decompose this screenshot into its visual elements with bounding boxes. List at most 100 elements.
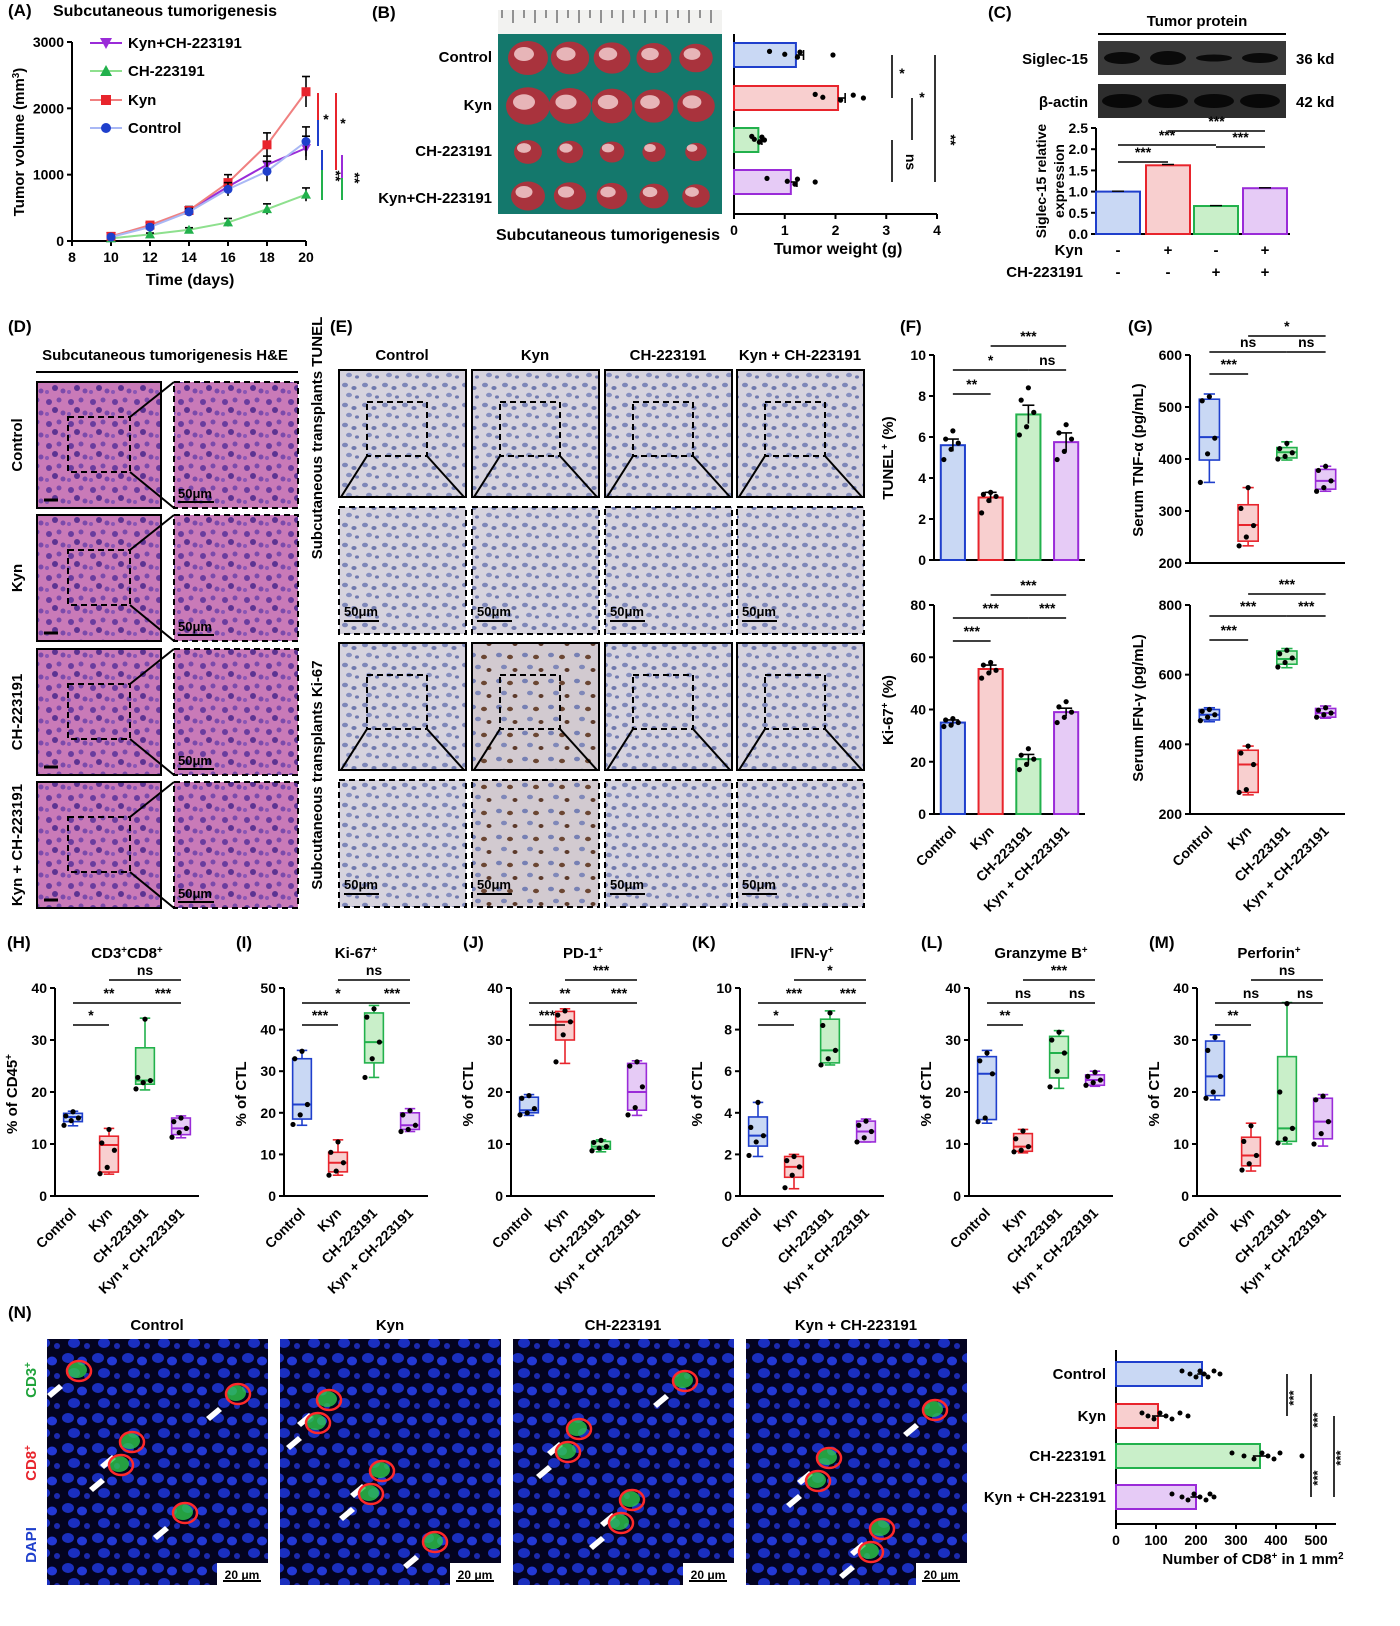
cd8-cell <box>107 1453 135 1477</box>
cd3-cell <box>109 1456 129 1472</box>
zoom-connector <box>606 728 634 771</box>
panelF-top-significance: * <box>988 352 994 368</box>
panelG-bottom-significance: *** <box>1221 622 1238 638</box>
zoom-box <box>632 674 694 730</box>
panelJ-data-point <box>598 1137 604 1143</box>
panelF-top-data-point <box>955 440 961 446</box>
panelH-data-point <box>142 1016 148 1022</box>
zoom-connector <box>692 455 731 498</box>
panelH-data-point <box>68 1118 74 1124</box>
panelA-significance: * <box>340 115 346 131</box>
panel-letter: (N) <box>8 1303 32 1322</box>
cd8-cell <box>921 1398 949 1422</box>
panelJ-significance: *** <box>539 1007 556 1023</box>
panelN-bar <box>1115 1443 1261 1469</box>
panelJ-data-point <box>517 1112 523 1118</box>
cd3-cell <box>306 1414 326 1430</box>
panelH-data-point <box>63 1113 69 1119</box>
panelH-y-tick-label: 40 <box>31 980 47 996</box>
panelE-column-label: Kyn + CH-223191 <box>739 347 861 364</box>
tumor-highlight <box>513 94 535 110</box>
panelL-data-point <box>1025 1144 1031 1150</box>
panelM-data-point <box>1203 1095 1209 1101</box>
panelL-data-point <box>1018 1147 1024 1153</box>
panelN-data-point <box>1191 1491 1197 1497</box>
panelF-top-data-point <box>1061 448 1067 454</box>
cd3-cell <box>567 1420 587 1436</box>
he-image-high <box>173 781 299 909</box>
panelA-point <box>262 204 272 214</box>
panelN-data-point <box>1201 1371 1207 1377</box>
panelC-bar <box>1095 190 1141 236</box>
panelI-data-point <box>335 1139 341 1145</box>
panelC-bar <box>1193 205 1239 236</box>
panelL-significance: ** <box>1000 1007 1011 1023</box>
panelN-data-point <box>1203 1497 1209 1503</box>
panelG-bottom-significance: *** <box>1240 598 1257 614</box>
panelH-data-point <box>171 1119 177 1125</box>
panelF-bottom-data-point <box>1054 719 1060 726</box>
panelA-point <box>145 222 155 232</box>
arrow-icon <box>47 1384 63 1398</box>
panel-letter: (M) <box>1149 933 1174 952</box>
panelM-data-point <box>1212 1034 1218 1040</box>
panelC-significance: *** <box>1232 129 1249 145</box>
scale-label: 50μm <box>344 877 378 892</box>
panelM-y-tick-label: 10 <box>1173 1136 1189 1152</box>
zoom-connector <box>473 455 501 498</box>
panelJ-data-point <box>524 1110 530 1116</box>
panelC-y-title: Siglec-15 relative <box>1033 124 1049 239</box>
panelB-photo-caption: Subcutaneous tumorigenesis <box>496 227 720 244</box>
panelH-y-tick-label: 30 <box>31 1032 47 1048</box>
tumor-specimen <box>556 140 584 164</box>
panelJ-y-tick-label: 20 <box>487 1084 503 1100</box>
panelL-data-point <box>989 1071 996 1077</box>
panelG-top-box <box>1198 398 1221 461</box>
panelI-category-label: Kyn <box>314 1205 344 1235</box>
label-part: + <box>828 945 834 956</box>
panelM-box <box>1276 1055 1298 1143</box>
panelJ-data-point <box>562 1008 568 1014</box>
panelJ-data-point <box>526 1093 532 1099</box>
panelF-top-data-point <box>941 456 947 463</box>
panelN-significance: *** <box>1333 1449 1348 1465</box>
label-part: % of CD45 <box>4 1060 21 1134</box>
panelN-significance: *** <box>1286 1389 1301 1405</box>
panelI-data-point <box>398 1128 404 1135</box>
panelB-data-point <box>764 175 770 181</box>
panelB-data-point <box>761 137 768 143</box>
panel-letter: (G) <box>1128 317 1153 336</box>
panelF-top-y-tick-label: 2 <box>918 511 926 527</box>
panelN-bar <box>1115 1403 1159 1429</box>
panel-letter: (K) <box>692 933 716 952</box>
panelF-bottom-significance: *** <box>1020 577 1037 593</box>
panel-y-title: % of CTL <box>233 1062 250 1127</box>
tumor-highlight <box>557 186 575 198</box>
panelG-bottom-data-point <box>1275 664 1281 670</box>
panelI-title: Ki-67+ <box>335 945 378 963</box>
panelC-sign: + <box>1164 242 1173 259</box>
panelG-top-data-point <box>1245 485 1251 491</box>
zoom-box <box>67 549 131 606</box>
panelF-top-y-tick-label: 0 <box>918 552 926 568</box>
panelC-bar <box>1242 187 1288 235</box>
scale-label: 50μm <box>477 877 511 892</box>
tumor-highlight <box>556 47 576 61</box>
panelF-top-y-tick-label: 6 <box>918 429 926 445</box>
blot-row-label: β-actin <box>1039 94 1088 111</box>
panelG-bottom-data-point <box>1321 712 1327 718</box>
panelL-title: Granzyme B+ <box>994 945 1088 963</box>
panelL-data-point <box>1097 1077 1103 1083</box>
panelG-top-y-tick-label: 600 <box>1159 347 1183 363</box>
panelN-data-point <box>1179 1494 1185 1500</box>
panelB-data-point <box>850 92 856 98</box>
panelN-data-point <box>1211 1368 1217 1374</box>
panelC-row-label: CH-223191 <box>1006 264 1083 281</box>
panelG-top-data-point <box>1323 463 1329 469</box>
panelG-top-significance: *** <box>1221 356 1238 372</box>
panelG-bottom-data-point <box>1315 707 1322 713</box>
tumor-highlight <box>515 186 533 198</box>
panelF-bottom-bar <box>1053 711 1080 815</box>
panelN-row-label: Kyn + CH-223191 <box>984 1489 1106 1506</box>
panelB-significance: ns <box>903 154 919 171</box>
